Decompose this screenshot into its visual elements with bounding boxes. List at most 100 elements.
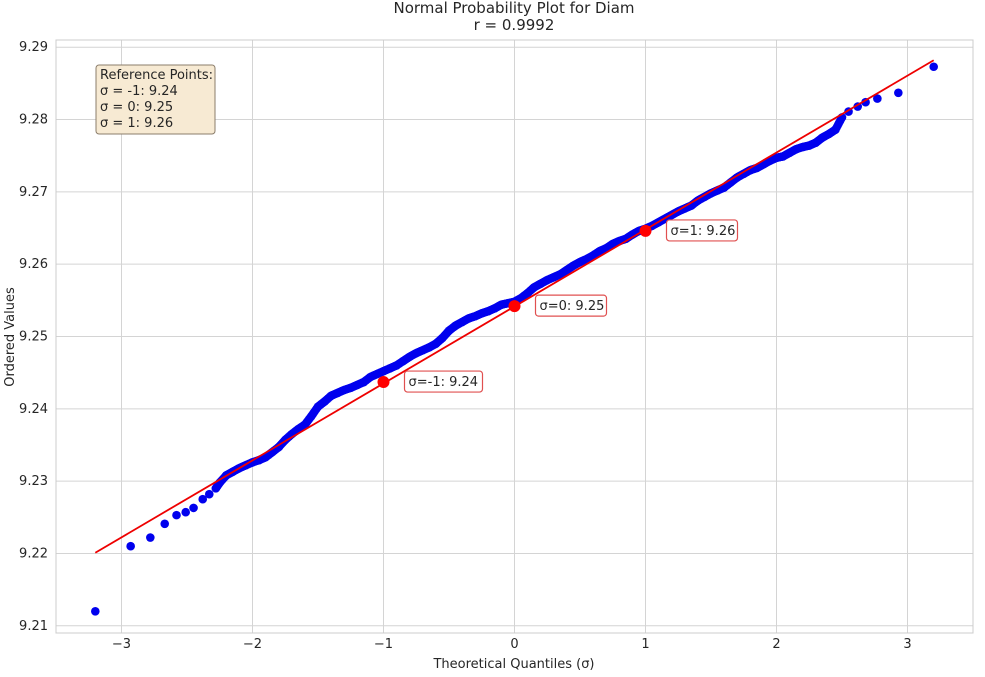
reference-point bbox=[377, 376, 390, 389]
reference-points: σ=-1: 9.24 σ=0: 9.25 σ=1: 9.26 bbox=[377, 219, 739, 393]
grid bbox=[56, 40, 973, 633]
y-tick-label: 9.28 bbox=[19, 113, 48, 128]
data-point bbox=[484, 306, 493, 316]
data-point bbox=[746, 165, 755, 175]
data-point bbox=[490, 303, 500, 313]
reference-label: σ=0: 9.25 bbox=[540, 299, 605, 314]
legend: Reference Points: σ = -1: 9.24 σ = 0: 9.… bbox=[95, 64, 216, 135]
reference-label: σ=1: 9.26 bbox=[671, 224, 736, 239]
x-tick-label: −2 bbox=[243, 637, 262, 652]
data-point bbox=[894, 88, 903, 98]
x-tick-label: −1 bbox=[374, 637, 393, 652]
data-point bbox=[320, 397, 329, 406]
data-point bbox=[392, 361, 401, 370]
data-point bbox=[431, 339, 441, 349]
y-tick-label: 9.22 bbox=[19, 546, 48, 561]
data-point bbox=[274, 442, 284, 452]
data-point bbox=[261, 452, 270, 462]
data-points bbox=[91, 62, 938, 616]
data-point bbox=[497, 300, 506, 309]
data-point bbox=[405, 352, 415, 362]
y-axis: 9.21 9.22 9.23 9.24 9.25 9.26 9.27 9.28 9.29 bbox=[19, 40, 48, 634]
data-point bbox=[608, 239, 618, 249]
reference-label: σ=-1: 9.24 bbox=[409, 375, 479, 390]
data-point bbox=[172, 510, 181, 520]
data-point bbox=[811, 138, 821, 147]
y-tick-label: 9.25 bbox=[19, 330, 48, 345]
data-point bbox=[307, 411, 316, 421]
x-axis-label: Theoretical Quantiles (σ) bbox=[432, 657, 594, 672]
reference-label-box bbox=[534, 294, 608, 317]
data-point bbox=[346, 383, 356, 393]
chart-title: Normal Probability Plot for Diam bbox=[393, 0, 634, 17]
data-point bbox=[181, 507, 190, 517]
data-point bbox=[126, 541, 135, 551]
data-point bbox=[444, 326, 454, 336]
legend-entry: σ = 0: 9.25 bbox=[100, 100, 173, 115]
data-point bbox=[516, 293, 526, 303]
data-point bbox=[542, 275, 552, 285]
legend-entry: σ = 1: 9.26 bbox=[100, 116, 173, 131]
data-point bbox=[477, 309, 487, 318]
data-point bbox=[739, 169, 749, 179]
data-point bbox=[929, 62, 938, 72]
data-point bbox=[379, 366, 388, 376]
data-point bbox=[438, 333, 447, 343]
data-point bbox=[189, 503, 198, 513]
data-point bbox=[385, 364, 395, 373]
data-point bbox=[160, 519, 170, 529]
data-point bbox=[706, 189, 716, 198]
data-point bbox=[588, 251, 598, 260]
reference-point bbox=[508, 300, 521, 313]
legend-entry: σ = -1: 9.24 bbox=[100, 84, 178, 99]
data-point bbox=[339, 385, 349, 395]
data-point bbox=[556, 270, 565, 279]
data-point bbox=[595, 246, 604, 256]
data-point bbox=[831, 125, 840, 134]
data-point bbox=[248, 458, 257, 467]
y-tick-label: 9.24 bbox=[19, 402, 48, 417]
data-point bbox=[536, 279, 545, 289]
x-axis: −3 −2 −1 0 1 2 3 bbox=[112, 637, 912, 652]
data-point bbox=[680, 204, 690, 213]
plot-frame bbox=[55, 39, 974, 634]
data-point bbox=[778, 152, 788, 161]
data-point bbox=[457, 317, 467, 327]
data-point bbox=[326, 391, 336, 401]
x-tick-label: 1 bbox=[641, 637, 649, 652]
data-point bbox=[818, 133, 827, 142]
x-tick-label: −3 bbox=[112, 637, 131, 652]
data-point bbox=[785, 148, 794, 158]
legend-title: Reference Points: bbox=[100, 68, 213, 83]
data-point bbox=[582, 254, 591, 264]
data-point bbox=[569, 261, 578, 270]
data-point bbox=[798, 142, 807, 152]
data-point bbox=[791, 144, 801, 154]
data-point bbox=[146, 533, 155, 542]
data-point bbox=[470, 311, 480, 321]
data-point bbox=[91, 607, 100, 616]
data-point bbox=[451, 321, 460, 330]
data-point bbox=[204, 489, 214, 499]
data-point bbox=[418, 345, 428, 355]
data-point bbox=[398, 356, 408, 366]
reference-label-box bbox=[665, 219, 739, 242]
data-point bbox=[700, 192, 709, 202]
data-point bbox=[366, 372, 375, 382]
data-point bbox=[575, 257, 585, 267]
data-point bbox=[359, 377, 369, 387]
y-axis-label: Ordered Values bbox=[3, 287, 18, 387]
data-point bbox=[198, 494, 208, 504]
data-point bbox=[621, 234, 631, 244]
data-point bbox=[804, 141, 814, 150]
data-point bbox=[425, 343, 434, 352]
reference-label-box bbox=[403, 370, 484, 393]
data-point bbox=[772, 153, 781, 163]
data-point bbox=[464, 314, 473, 323]
data-point bbox=[523, 288, 532, 298]
y-tick-label: 9.23 bbox=[19, 474, 48, 489]
y-tick-label: 9.27 bbox=[19, 185, 48, 200]
x-tick-label: 3 bbox=[903, 637, 911, 652]
legend-box bbox=[95, 64, 216, 135]
data-point bbox=[372, 369, 382, 379]
